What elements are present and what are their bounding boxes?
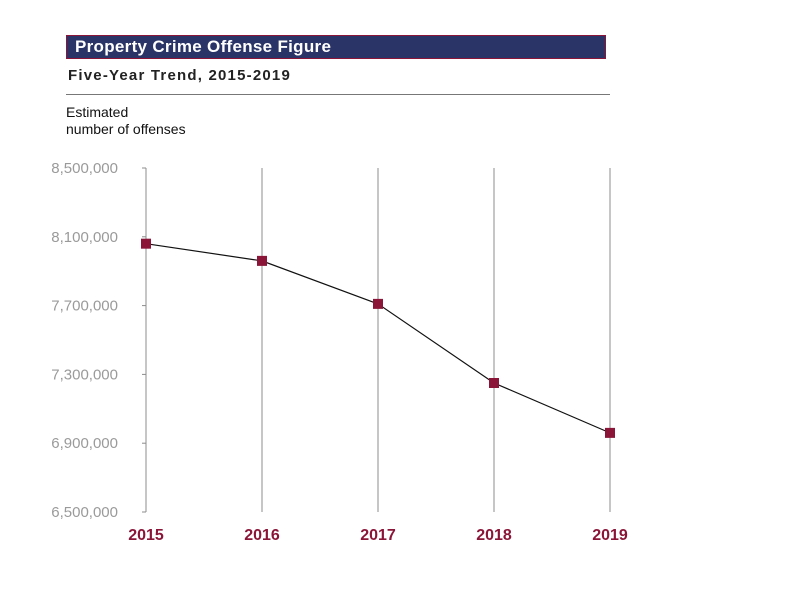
x-tick-label-2017: 2017: [360, 527, 396, 544]
x-tick-label-2019: 2019: [592, 527, 628, 544]
y-ticks: 6,500,000 6,900,000 7,300,000 7,700,000 8,10…: [51, 160, 146, 521]
y-axis-label: Estimated number of offenses: [66, 104, 186, 137]
data-point-2016: [257, 255, 267, 266]
y-tick-label: 7,700,000: [51, 298, 118, 315]
y-tick-label: 8,500,000: [51, 160, 118, 177]
data-point-2019: [605, 427, 615, 438]
y-tick-label: 6,500,000: [51, 504, 118, 521]
x-tick-label-2018: 2018: [476, 527, 512, 544]
y-tick-label: 6,900,000: [51, 435, 118, 452]
data-point-2018: [489, 378, 499, 388]
series: [141, 238, 615, 438]
header-divider: [66, 94, 610, 95]
data-point-2017: [373, 298, 383, 309]
grid-lines: [145, 168, 611, 512]
chart-title: Property Crime Offense Figure: [66, 35, 606, 59]
chart-subtitle: Five-Year Trend, 2015-2019: [68, 67, 291, 84]
y-tick-label: 7,300,000: [51, 366, 118, 383]
y-tick-label: 8,100,000: [51, 229, 118, 246]
data-point-2015: [141, 238, 151, 249]
x-tick-label-2015: 2015: [128, 527, 164, 544]
x-ticks: 2015 2016 2017 2018 2019: [128, 527, 628, 544]
x-tick-label-2016: 2016: [244, 527, 280, 544]
